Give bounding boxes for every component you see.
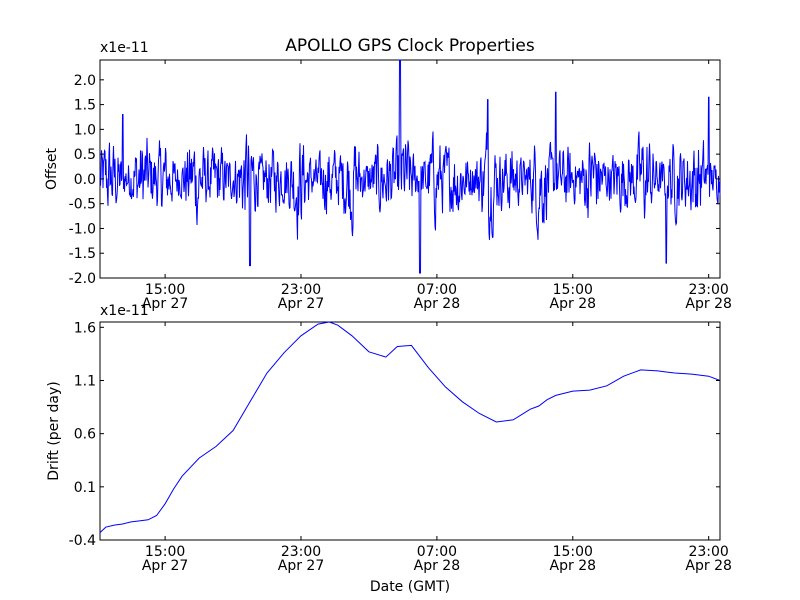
drift-plot-frame [99,321,721,541]
offset-series-line [99,59,721,274]
x-tick-date: Apr 27 [142,296,188,312]
x-tick-time: 23:00 [281,282,321,298]
y-tick-label: -0.4 [69,533,96,549]
y-tick-label: -1.5 [69,246,96,262]
y-tick-label: 1.5 [74,98,96,114]
x-tick-date: Apr 28 [685,296,731,312]
x-tick-time: 15:00 [145,544,185,560]
x-tick-time: 23:00 [688,282,728,298]
x-tick-time: 23:00 [688,544,728,560]
offset-multiplier: x1e-11 [100,40,149,56]
y-tick-label: -0.5 [69,197,96,213]
x-tick-date: Apr 27 [278,558,324,574]
x-tick-date: Apr 28 [550,296,596,312]
y-tick-label: 1.6 [74,320,96,336]
x-tick-time: 07:00 [417,544,457,560]
x-tick-time: 15:00 [553,544,593,560]
offset-chart: -2.0-1.5-1.0-0.50.00.51.01.52.0 15:00Apr… [44,40,732,312]
y-tick-label: 2.0 [74,73,96,89]
y-tick-label: 1.1 [74,373,96,389]
offset-y-ticks: -2.0 -1.5 -1.0 -0.5 0.0 0.5 1.0 1.5 2.0 [69,73,720,287]
y-tick-label: 0.6 [74,427,96,443]
y-tick-label: -1.0 [69,221,96,237]
y-tick-label: 0.5 [74,147,96,163]
y-tick-label: 1.0 [74,122,96,138]
y-tick-label: 0.0 [74,172,96,188]
figure-title: APOLLO GPS Clock Properties [285,36,535,56]
drift-series-line [99,321,721,533]
x-tick-date: Apr 28 [685,558,731,574]
x-tick-time: 07:00 [417,282,457,298]
x-tick-date: Apr 28 [414,558,460,574]
y-tick-label: -2.0 [69,271,96,287]
drift-x-label: Date (GMT) [370,579,450,595]
x-tick-date: Apr 28 [414,296,460,312]
offset-y-label: Offset [44,147,60,190]
y-tick-label: 0.1 [74,480,96,496]
x-tick-time: 23:00 [281,544,321,560]
drift-y-label: Drift (per day) [46,381,62,480]
drift-multiplier: x1e-11 [100,303,149,319]
x-tick-date: Apr 27 [142,558,188,574]
x-tick-time: 15:00 [553,282,593,298]
x-tick-date: Apr 27 [278,296,324,312]
x-tick-date: Apr 28 [550,558,596,574]
drift-y-ticks: -0.4 0.1 0.6 1.1 1.6 [69,320,720,549]
x-tick-time: 15:00 [145,282,185,298]
